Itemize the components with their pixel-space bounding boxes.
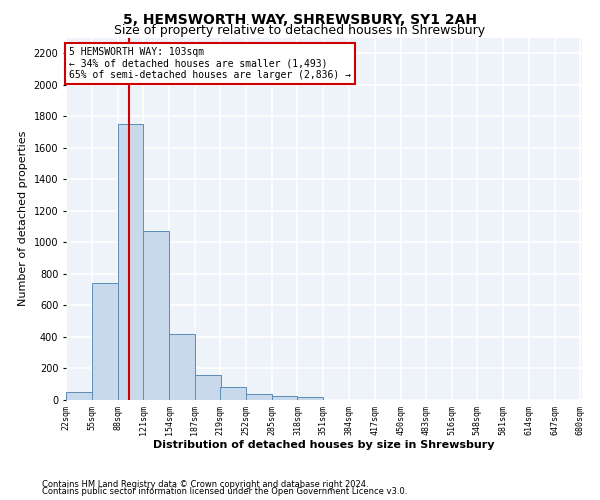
- Bar: [143, 232, 169, 400]
- Bar: [220, 388, 246, 400]
- Bar: [169, 334, 195, 400]
- Bar: [298, 396, 323, 400]
- Bar: [66, 392, 92, 400]
- Y-axis label: Number of detached properties: Number of detached properties: [18, 131, 28, 306]
- Text: Size of property relative to detached houses in Shrewsbury: Size of property relative to detached ho…: [115, 24, 485, 37]
- Text: Contains public sector information licensed under the Open Government Licence v3: Contains public sector information licen…: [42, 487, 407, 496]
- Bar: [272, 396, 298, 400]
- Bar: [195, 375, 221, 400]
- Text: 5, HEMSWORTH WAY, SHREWSBURY, SY1 2AH: 5, HEMSWORTH WAY, SHREWSBURY, SY1 2AH: [123, 12, 477, 26]
- Text: 5 HEMSWORTH WAY: 103sqm
← 34% of detached houses are smaller (1,493)
65% of semi: 5 HEMSWORTH WAY: 103sqm ← 34% of detache…: [69, 47, 351, 80]
- X-axis label: Distribution of detached houses by size in Shrewsbury: Distribution of detached houses by size …: [153, 440, 495, 450]
- Bar: [92, 284, 118, 400]
- Text: Contains HM Land Registry data © Crown copyright and database right 2024.: Contains HM Land Registry data © Crown c…: [42, 480, 368, 489]
- Bar: [118, 124, 143, 400]
- Bar: [246, 394, 272, 400]
